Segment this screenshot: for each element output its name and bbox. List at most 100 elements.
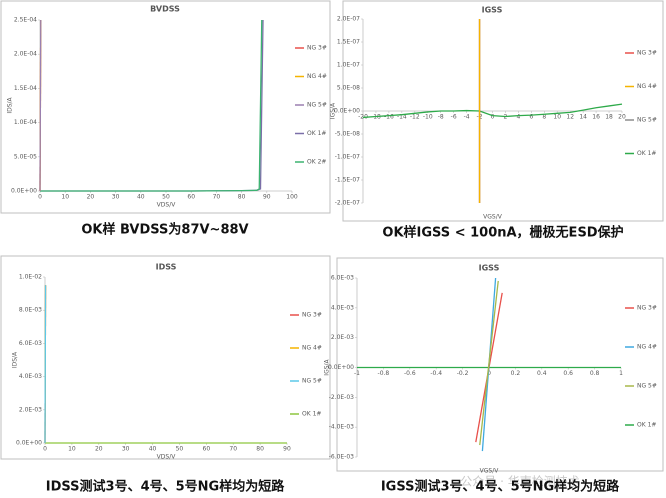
x-tick-label: 0.8 [590, 370, 600, 377]
y-tick-label: 1.0E-02 [19, 274, 42, 281]
x-tick-label: -12 [410, 114, 420, 121]
x-tick-label: -16 [384, 114, 394, 121]
series-line [479, 280, 499, 446]
y-tick-label: 0.0E+00 [11, 188, 37, 195]
y-tick-label: -1.0E-07 [335, 154, 360, 161]
x-tick-label: 80 [256, 446, 264, 453]
legend-label: NG 4# [637, 344, 657, 351]
x-tick-label: 18 [605, 114, 613, 121]
legend-label: NG 4# [307, 73, 327, 80]
y-axis-label: IGS/A [330, 102, 337, 119]
x-tick-label: 0 [38, 194, 42, 201]
y-tick-label: 8.0E-03 [19, 307, 42, 314]
panel-frame [342, 0, 664, 222]
caption: IDSS测试3号、4号、5号NG样均为短路 [46, 479, 285, 495]
x-tick-label: 8 [542, 114, 546, 121]
legend-label: NG 4# [637, 83, 657, 90]
x-tick-label: 20 [618, 114, 626, 121]
legend-label: OK 1# [307, 130, 326, 137]
y-tick-label: 5.0E-05 [14, 153, 37, 160]
x-tick-label: 0 [43, 446, 47, 453]
x-tick-label: 16 [592, 114, 600, 121]
x-tick-label: -14 [397, 114, 407, 121]
x-tick-label: 40 [137, 194, 145, 201]
y-tick-label: 6.0E-03 [331, 275, 354, 282]
y-tick-label: 2.0E-04 [14, 51, 37, 58]
caption: IGSS测试3号、4号、5号NG样均为短路 [381, 479, 620, 495]
y-tick-label: 0.0E+00 [328, 364, 354, 371]
x-tick-label: 50 [162, 194, 170, 201]
x-tick-label: 10 [68, 446, 76, 453]
x-tick-label: 1 [619, 370, 623, 377]
series-line [362, 103, 623, 119]
y-tick-label: 5.0E-08 [337, 85, 360, 92]
panel-frame [336, 257, 664, 472]
y-tick-label: 4.0E-03 [331, 304, 354, 311]
x-tick-label: -8 [438, 114, 444, 121]
y-tick-label: 6.0E-03 [19, 340, 42, 347]
legend-label: NG 5# [637, 383, 657, 390]
x-axis-label: VGS/V [480, 468, 500, 475]
watermark: 公众号 · 华南检测技术 [460, 474, 579, 489]
series-line [40, 19, 264, 192]
y-tick-label: 1.0E-04 [14, 119, 37, 126]
x-tick-label: 30 [122, 446, 130, 453]
y-tick-label: 1.5E-07 [337, 39, 360, 46]
x-tick-label: 50 [176, 446, 184, 453]
legend-label: OK 1# [637, 422, 656, 429]
legend-label: NG 4# [302, 345, 322, 352]
x-tick-label: 6 [529, 114, 533, 121]
series-line [40, 19, 263, 192]
x-axis-label: VGS/V [483, 214, 503, 221]
y-tick-label: -2.0E-07 [335, 200, 360, 207]
x-tick-label: 0.6 [563, 370, 573, 377]
x-tick-label: 40 [149, 446, 157, 453]
panel-frame [0, 255, 331, 460]
y-axis-label: IGS/A [324, 358, 331, 375]
x-tick-label: 10 [553, 114, 561, 121]
y-tick-label: 1.5E-04 [14, 85, 37, 92]
x-tick-label: -6 [451, 114, 457, 121]
chart-title: IGSS [482, 6, 503, 15]
y-tick-label: 2.0E-07 [337, 16, 360, 23]
x-tick-label: 12 [566, 114, 574, 121]
legend-label: OK 2# [307, 159, 326, 166]
caption: OK样IGSS < 100nA，栅极无ESD保护 [382, 225, 623, 241]
x-tick-label: 20 [95, 446, 103, 453]
x-tick-label: -0.6 [404, 370, 416, 377]
x-axis-label: VDS/V [157, 454, 177, 461]
caption: OK样 BVDSS为87V~88V [81, 222, 248, 238]
legend-label: OK 1# [637, 150, 656, 157]
series-line [44, 285, 47, 444]
y-tick-label: 1.0E-07 [337, 62, 360, 69]
legend-label: OK 1# [302, 411, 321, 418]
x-tick-label: -1 [354, 370, 360, 377]
y-axis-label: IDS/A [12, 351, 19, 368]
x-tick-label: 0 [491, 114, 495, 121]
x-tick-label: 0.2 [511, 370, 521, 377]
legend-label: NG 3# [302, 312, 322, 319]
x-tick-label: 14 [579, 114, 587, 121]
y-tick-label: -5.0E-08 [335, 131, 360, 138]
x-tick-label: 100 [286, 194, 298, 201]
chart-title: IGSS [479, 264, 500, 273]
panel-frame [0, 0, 331, 214]
x-tick-label: 10 [61, 194, 69, 201]
y-tick-label: 2.0E-03 [331, 334, 354, 341]
legend-label: NG 3# [637, 50, 657, 57]
y-tick-label: 2.5E-04 [14, 17, 37, 24]
y-tick-label: -2.0E-03 [329, 394, 354, 401]
legend-label: NG 3# [307, 45, 327, 52]
y-axis-label: IDS/A [7, 96, 14, 113]
x-tick-label: -0.2 [457, 370, 469, 377]
x-tick-label: -0.8 [378, 370, 390, 377]
x-tick-label: -10 [423, 114, 433, 121]
x-tick-label: -0.4 [430, 370, 442, 377]
x-tick-label: -4 [464, 114, 470, 121]
x-tick-label: 60 [187, 194, 195, 201]
x-tick-label: 90 [263, 194, 271, 201]
legend-label: NG 5# [302, 378, 322, 385]
y-tick-label: 4.0E-03 [19, 373, 42, 380]
x-tick-label: 60 [203, 446, 211, 453]
